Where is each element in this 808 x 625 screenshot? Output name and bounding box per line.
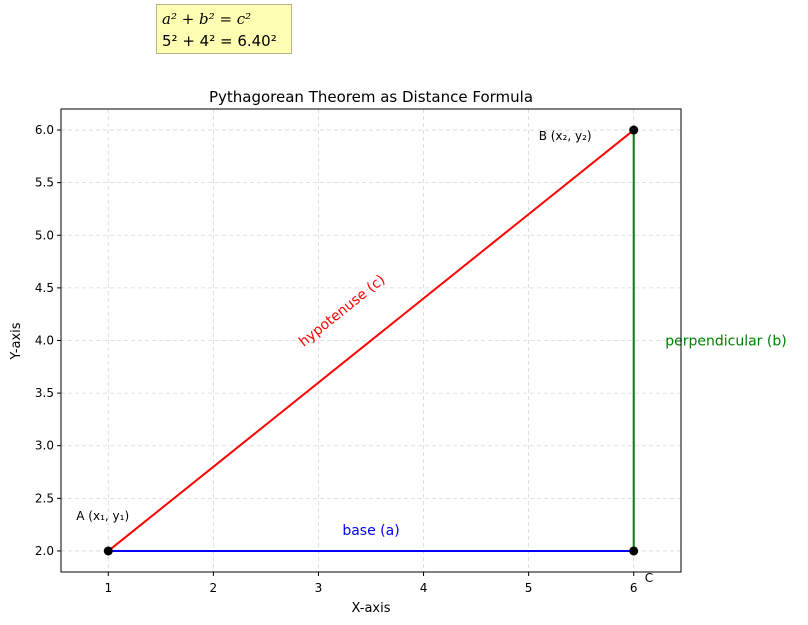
plot-frame [60, 108, 682, 573]
formula-values: 5² + 4² = 6.40² [162, 32, 277, 50]
x-axis-label: X-axis [352, 601, 391, 616]
y-tick-label: 2.5 [35, 491, 54, 505]
annotation-label: perpendicular (b) [665, 334, 786, 350]
y-tick-label: 5.0 [35, 228, 54, 242]
y-tick-label: 4.5 [35, 281, 54, 295]
data-point [103, 546, 113, 556]
x-tick-label: 2 [210, 581, 218, 595]
chart-title: Pythagorean Theorem as Distance Formula [209, 88, 533, 106]
point-label: B (x₂, y₂) [539, 129, 592, 143]
formula-general: a² + b² = c² [162, 10, 252, 28]
data-point [629, 125, 639, 135]
y-tick-label: 5.5 [35, 176, 54, 190]
point-label: A (x₁, y₁) [76, 509, 129, 523]
series-line [107, 129, 635, 552]
formula-box: a² + b² = c² 5² + 4² = 6.40² [156, 4, 292, 54]
x-tick-label: 6 [630, 581, 638, 595]
annotations: base (a)perpendicular (b)hypotenuse (c) [296, 272, 787, 539]
annotation-label: base (a) [342, 523, 399, 539]
series [107, 129, 635, 552]
y-tick-label: 4.0 [35, 334, 54, 348]
x-tick-label: 1 [104, 581, 112, 595]
y-tick-label: 6.0 [35, 123, 54, 137]
data-point [629, 546, 639, 556]
y-axis-label: Y-axis [9, 322, 24, 360]
y-tick-label: 3.0 [35, 439, 54, 453]
y-tick-label: 3.5 [35, 386, 54, 400]
x-tick-label: 5 [525, 581, 533, 595]
x-tick-label: 4 [420, 581, 428, 595]
ticks: 1 2 3 4 5 6 2.0 2.5 3.0 3.5 4.0 4.5 5.0 5.5 6.0 [35, 123, 638, 595]
y-tick-label: 2.0 [35, 544, 54, 558]
point-label: C [645, 571, 653, 585]
x-tick-label: 3 [315, 581, 323, 595]
points: A (x₁, y₁) B (x₂, y₂) C [76, 125, 653, 585]
